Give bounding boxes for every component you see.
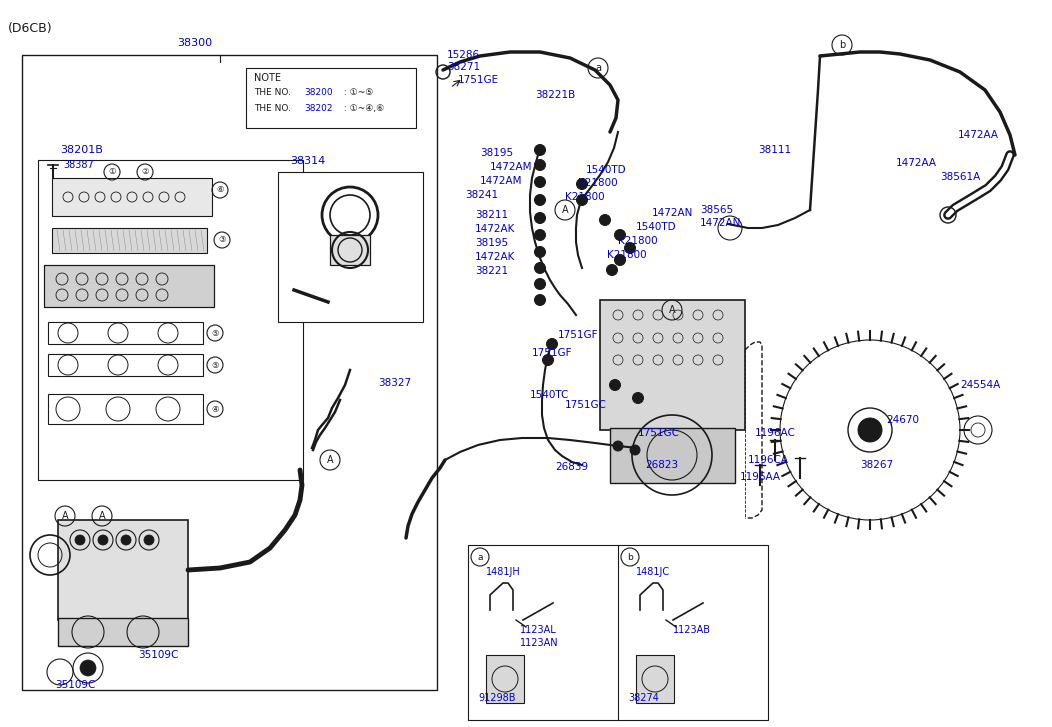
Circle shape	[600, 214, 610, 225]
Text: 1472AM: 1472AM	[490, 162, 532, 172]
Text: 38387: 38387	[63, 160, 94, 170]
Text: 38314: 38314	[290, 156, 325, 166]
Text: ①: ①	[108, 167, 116, 177]
Text: A: A	[99, 511, 105, 521]
Text: THE NO.: THE NO.	[254, 104, 294, 113]
Text: 1472AN: 1472AN	[700, 218, 742, 228]
Text: K21800: K21800	[607, 250, 647, 260]
Text: 1472AA: 1472AA	[958, 130, 999, 140]
Text: 26823: 26823	[645, 460, 679, 470]
Text: 1472AA: 1472AA	[896, 158, 937, 168]
Text: 38111: 38111	[758, 145, 791, 155]
FancyBboxPatch shape	[600, 300, 745, 430]
FancyBboxPatch shape	[330, 235, 370, 265]
Circle shape	[534, 159, 546, 171]
Circle shape	[121, 535, 132, 545]
Text: K21800: K21800	[578, 178, 618, 188]
FancyBboxPatch shape	[468, 545, 768, 720]
FancyBboxPatch shape	[52, 228, 207, 253]
Text: 1196AA: 1196AA	[740, 472, 781, 482]
Text: K21800: K21800	[565, 192, 605, 202]
Text: 24670: 24670	[886, 415, 919, 425]
Circle shape	[80, 660, 96, 676]
Circle shape	[625, 243, 635, 254]
Text: 35109C: 35109C	[55, 680, 96, 690]
Text: A: A	[669, 305, 675, 315]
Text: 1123AL: 1123AL	[520, 625, 557, 635]
FancyBboxPatch shape	[38, 160, 303, 480]
Circle shape	[546, 339, 558, 350]
Circle shape	[576, 179, 587, 190]
Text: THE NO.: THE NO.	[254, 88, 294, 97]
Text: a: a	[478, 553, 483, 561]
Text: : ①~⑤: : ①~⑤	[341, 88, 373, 97]
Text: 38274: 38274	[628, 693, 659, 703]
Text: 1751GC: 1751GC	[638, 428, 680, 438]
Text: 38195: 38195	[480, 148, 513, 158]
Text: 38200: 38200	[304, 88, 332, 97]
Text: 38241: 38241	[465, 190, 499, 200]
Text: 1540TD: 1540TD	[586, 165, 627, 175]
Text: 38221: 38221	[476, 266, 508, 276]
Text: NOTE: NOTE	[254, 73, 281, 83]
FancyBboxPatch shape	[278, 172, 423, 322]
Text: 1123AN: 1123AN	[520, 638, 559, 648]
FancyBboxPatch shape	[48, 322, 203, 344]
Text: A: A	[562, 205, 568, 215]
Circle shape	[534, 145, 546, 156]
FancyBboxPatch shape	[486, 655, 524, 703]
Text: 1481JH: 1481JH	[486, 567, 521, 577]
Text: 1196AC: 1196AC	[755, 428, 796, 438]
Text: ⑤: ⑤	[211, 361, 219, 369]
Text: 38221B: 38221B	[535, 90, 575, 100]
Text: 38271: 38271	[447, 62, 480, 72]
FancyBboxPatch shape	[52, 178, 213, 216]
Text: 38300: 38300	[178, 38, 213, 48]
Circle shape	[607, 265, 618, 276]
FancyBboxPatch shape	[58, 520, 188, 620]
Text: 38565: 38565	[700, 205, 733, 215]
Text: ②: ②	[141, 167, 148, 177]
Text: 1751GC: 1751GC	[565, 400, 607, 410]
FancyBboxPatch shape	[22, 55, 437, 690]
Circle shape	[632, 393, 644, 403]
Text: ③: ③	[218, 236, 226, 244]
FancyBboxPatch shape	[48, 394, 203, 424]
Text: A: A	[62, 511, 68, 521]
Circle shape	[534, 195, 546, 206]
Text: 38195: 38195	[476, 238, 508, 248]
Text: 38211: 38211	[476, 210, 508, 220]
Circle shape	[144, 535, 154, 545]
Circle shape	[543, 355, 553, 366]
Circle shape	[534, 262, 546, 273]
Text: 38327: 38327	[378, 378, 411, 388]
Text: a: a	[595, 63, 601, 73]
Text: 1472AK: 1472AK	[476, 252, 515, 262]
Circle shape	[534, 212, 546, 223]
Text: K21800: K21800	[618, 236, 658, 246]
Circle shape	[534, 177, 546, 188]
Text: 1196CA: 1196CA	[748, 455, 789, 465]
Circle shape	[614, 230, 626, 241]
Circle shape	[614, 254, 626, 265]
Text: ⑤: ⑤	[211, 329, 219, 337]
Text: 1472AM: 1472AM	[480, 176, 523, 186]
Text: 1751GF: 1751GF	[532, 348, 572, 358]
Circle shape	[630, 445, 640, 455]
Circle shape	[75, 535, 85, 545]
FancyBboxPatch shape	[44, 265, 214, 307]
Text: 1751GE: 1751GE	[458, 75, 499, 85]
Text: 38561A: 38561A	[940, 172, 980, 182]
Text: 1472AK: 1472AK	[476, 224, 515, 234]
Text: : ①~④,⑥: : ①~④,⑥	[341, 104, 384, 113]
Text: 91298B: 91298B	[478, 693, 515, 703]
Text: 26839: 26839	[555, 462, 588, 472]
Text: ⑥: ⑥	[217, 185, 224, 195]
Text: 35109C: 35109C	[138, 650, 179, 660]
FancyBboxPatch shape	[48, 354, 203, 376]
Text: 1481JC: 1481JC	[636, 567, 670, 577]
Text: 38202: 38202	[304, 104, 332, 113]
Circle shape	[858, 418, 882, 442]
Circle shape	[534, 230, 546, 241]
